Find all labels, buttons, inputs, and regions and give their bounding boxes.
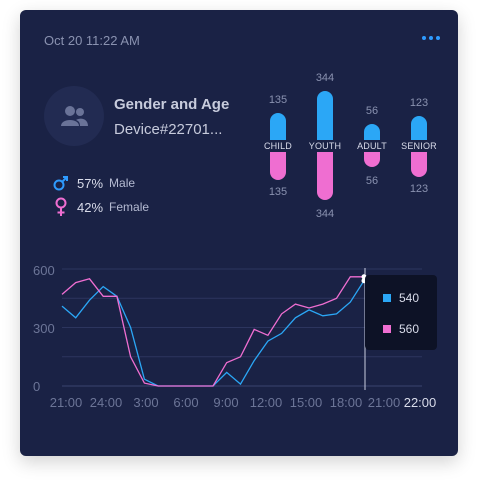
timestamp: Oct 20 11:22 AM [44,33,140,48]
age-top-value: 123 [409,97,429,109]
age-top-value: 135 [268,94,288,106]
x-tick-label: 18:00 [329,395,363,410]
y-tick-label: 600 [33,263,55,278]
x-tick-label: 9:00 [213,395,239,410]
female-percent: 42% [77,199,104,215]
male-percent: 57% [77,175,104,191]
chart-tooltip: 540 560 [365,275,437,350]
age-bottom-bar [317,152,333,200]
device-id: Device#22701... [114,121,223,138]
avatar [44,86,104,146]
female-icon [52,197,70,217]
users-icon [61,106,88,126]
more-options-icon[interactable] [420,34,442,42]
x-tick-label: 15:00 [289,395,323,410]
age-bottom-value: 56 [365,175,379,187]
age-top-value: 344 [315,72,335,84]
age-label: YOUTH [308,141,342,151]
y-tick-label: 0 [33,379,41,394]
x-tick-label: 21:00 [49,395,83,410]
x-tick-label: 6:00 [173,395,199,410]
female-label: Female [109,200,150,214]
age-top-bar [270,113,286,140]
age-top-bar [411,116,427,140]
tooltip-pink-swatch [383,325,391,333]
age-top-bar [317,91,333,140]
line-chart [61,268,422,390]
y-tick-label: 300 [33,321,55,336]
age-bottom-bar [270,152,286,180]
age-bottom-value: 344 [315,208,335,220]
age-top-bar [364,124,380,140]
age-bottom-bar [364,152,380,167]
gender-female-row: 42% Female [52,197,149,217]
age-label: SENIOR [401,141,437,151]
age-bottom-bar [411,152,427,177]
age-top-value: 56 [365,105,379,117]
tooltip-pink-value: 560 [399,322,420,336]
series-line-pink [61,276,364,387]
x-tick-label: 22:00 [403,395,437,410]
card-title: Gender and Age [114,96,230,113]
age-label: CHILD [263,141,292,151]
x-tick-label: 21:00 [367,395,401,410]
tooltip-blue-value: 540 [399,291,420,305]
male-icon [52,173,70,193]
gender-male-row: 57% Male [52,173,135,193]
x-tick-label: 3:00 [133,395,159,410]
age-bottom-value: 123 [409,183,429,195]
male-label: Male [109,176,136,190]
tooltip-blue-swatch [383,294,391,302]
x-tick-label: 12:00 [249,395,283,410]
age-bottom-value: 135 [268,186,288,198]
gender-age-card: Oct 20 11:22 AM Gender and Age Device#22… [20,10,458,456]
age-label: ADULT [357,141,387,151]
x-tick-label: 24:00 [89,395,123,410]
